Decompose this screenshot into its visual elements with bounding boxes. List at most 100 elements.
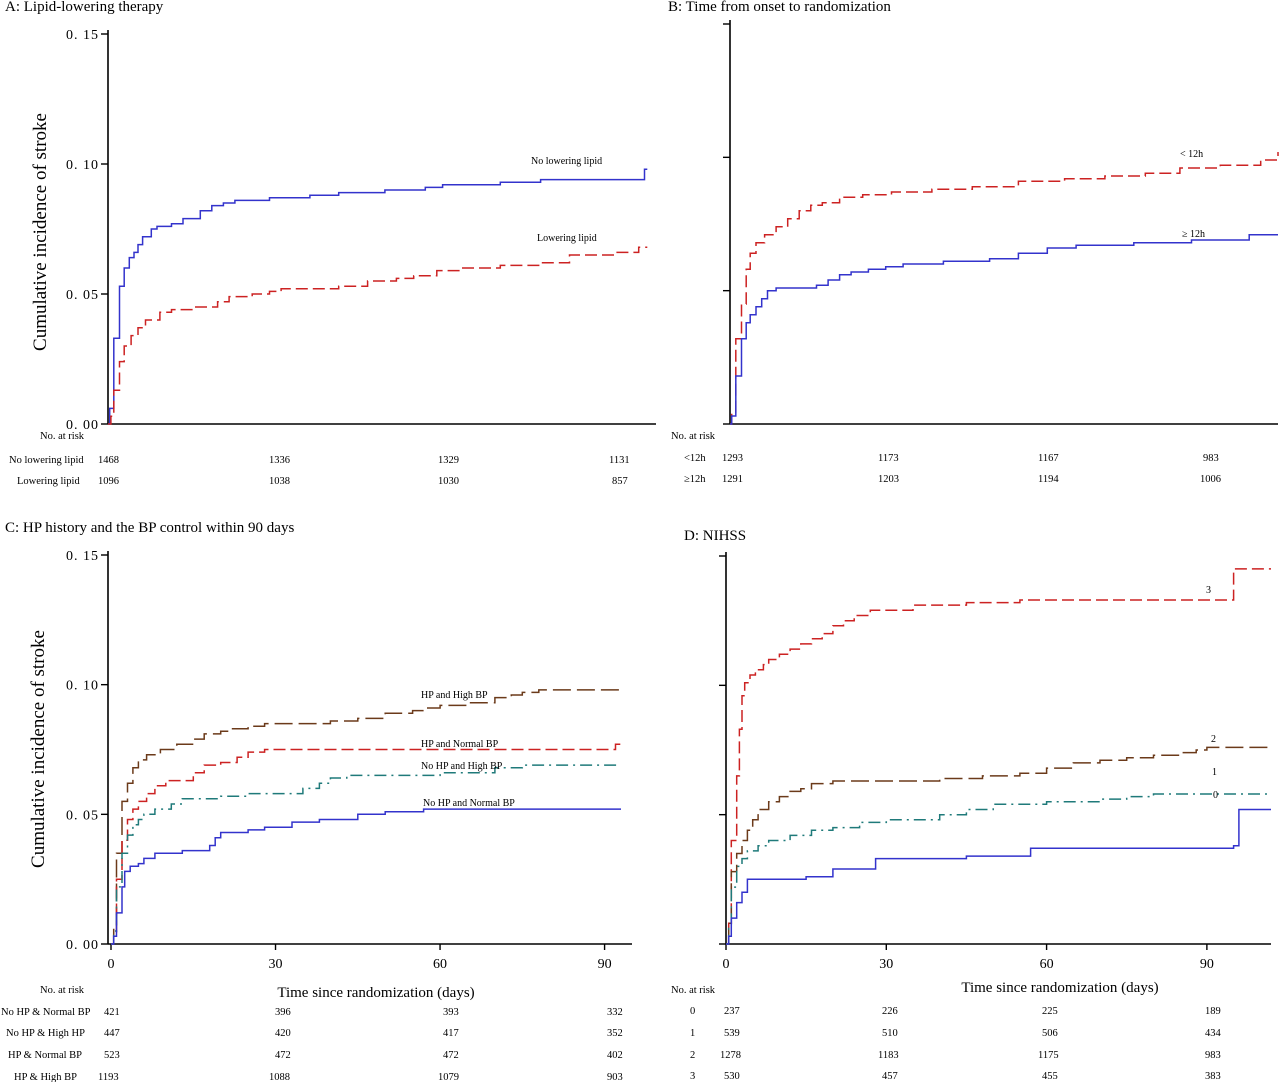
panel-d-risk-value: 225 [1042, 1006, 1058, 1017]
panel-b-risk-value: 1203 [878, 474, 899, 485]
panel-d-curves [726, 568, 1271, 945]
panel-c-x-tick-label: 60 [433, 957, 447, 972]
panel-b: B: Time from onset to randomization < 12… [668, 0, 1279, 485]
panel-c-x-tick-label: 0 [108, 957, 115, 972]
panel-b-risk-value: 1167 [1038, 453, 1059, 464]
panel-a-y-tick-label: 0. 15 [66, 28, 99, 43]
panel-c-curve-3 [111, 808, 621, 945]
panel-c-risk-label: No HP & High HP [6, 1028, 85, 1039]
panel-a-y-tick-label: 0. 00 [66, 418, 99, 433]
panel-c-risk-label: HP & Normal BP [8, 1050, 82, 1061]
panel-d-series-label-0: 0 [1213, 790, 1218, 801]
panel-b-risk-value: 1293 [722, 453, 743, 464]
panel-c-curve-0 [111, 689, 621, 945]
panel-d-risk-value: 457 [882, 1071, 898, 1082]
panel-d-curve-0 [726, 568, 1271, 945]
panel-c-risk-value: 1193 [98, 1072, 119, 1082]
panel-d-series-label-3: 3 [1206, 585, 1211, 596]
panel-d-series-label-1: 1 [1212, 767, 1217, 778]
panel-c-risk-value: 417 [443, 1028, 459, 1039]
panel-b-curve-0 [730, 152, 1279, 425]
panel-c-risk-value: 393 [443, 1007, 459, 1018]
panel-c-y-tick-label: 0. 00 [66, 938, 99, 953]
panel-d-series-label-2: 2 [1211, 734, 1216, 745]
panel-d-risk-value: 1278 [720, 1050, 741, 1061]
panel-c-risk-value: 332 [607, 1007, 623, 1018]
panel-b-risk-value: 1194 [1038, 474, 1059, 485]
panel-c-x-tick-label: 90 [598, 957, 612, 972]
panel-a-axes: 0. 00 0. 05 0. 10 0. 15 [66, 28, 656, 433]
panel-d-curve-3 [726, 808, 1271, 945]
panel-d-risk-label: 2 [690, 1050, 695, 1061]
panel-d-x-tick-label: 60 [1040, 957, 1054, 972]
panel-d-x-tick-label: 30 [879, 957, 893, 972]
panel-b-curves [730, 152, 1279, 425]
panel-c-risk-value: 352 [607, 1028, 623, 1039]
panel-c-risk-value: 421 [104, 1007, 120, 1018]
panel-c-risk-value: 472 [275, 1050, 291, 1061]
panel-d-x-axis-title: Time since randomization (days) [961, 980, 1158, 996]
panel-a-series-label-lowering-lipid: Lowering lipid [537, 233, 597, 244]
panel-c-risk-value: 402 [607, 1050, 623, 1061]
panel-b-series-label-over-12h: ≥ 12h [1182, 229, 1205, 240]
panel-c-axes: 0. 00 0. 05 0. 10 0. 15 0 30 60 90 [66, 549, 632, 972]
panel-c-risk-label: No HP & Normal BP [1, 1007, 91, 1018]
panel-c-y-axis-title: Cumulative incidence of stroke [28, 630, 49, 868]
panel-a-curves [108, 168, 648, 425]
panel-d-x-tick-label: 0 [723, 957, 730, 972]
panel-b-curve-1 [730, 233, 1278, 425]
panel-d-risk-value: 189 [1205, 1006, 1221, 1017]
panel-a-risk-value: 1329 [438, 455, 459, 466]
panel-a-y-tick-label: 0. 05 [66, 288, 99, 303]
panel-d-risk-value: 1183 [878, 1050, 899, 1061]
panel-d-risk-value: 983 [1205, 1050, 1221, 1061]
panel-d-risk-value: 434 [1205, 1028, 1222, 1039]
panel-d-risk-value: 237 [724, 1006, 740, 1017]
panel-b-risk-label: ≥12h [684, 474, 706, 485]
panel-b-risk-header: No. at risk [671, 431, 716, 442]
panel-d-risk-value: 506 [1042, 1028, 1058, 1039]
panel-c-risk-value: 447 [104, 1028, 120, 1039]
panel-c-risk-value: 396 [275, 1007, 291, 1018]
panel-c-curve-2 [111, 764, 621, 945]
panel-d-risk-value: 510 [882, 1028, 898, 1039]
panel-a-risk-value: 1336 [269, 455, 290, 466]
panel-c-x-tick-label: 30 [269, 957, 283, 972]
panel-a-risk-value: 1468 [98, 455, 119, 466]
panel-d-risk-label: 3 [690, 1071, 695, 1082]
panel-c-risk-label: HP & High BP [14, 1072, 77, 1082]
panel-d-risk-value: 226 [882, 1006, 898, 1017]
panel-c-curve-1 [111, 743, 621, 945]
panel-d-risk-header: No. at risk [671, 985, 716, 996]
panel-c-series-label-hp-normal-bp: HP and Normal BP [421, 739, 499, 750]
panel-c-x-axis-title: Time since randomization (days) [277, 985, 474, 1001]
panel-c-y-tick-label: 0. 15 [66, 549, 99, 564]
panel-d-x-tick-label: 90 [1200, 957, 1214, 972]
panel-d-risk-value: 1175 [1038, 1050, 1059, 1061]
panel-b-risk-label: <12h [684, 453, 706, 464]
panel-c-risk-value: 523 [104, 1050, 120, 1061]
panel-c-curves [111, 689, 621, 945]
panel-d-axes: 0 30 60 90 [719, 552, 1271, 972]
panel-a-series-label-no-lowering-lipid: No lowering lipid [531, 156, 602, 167]
panel-d-risk-value: 530 [724, 1071, 740, 1082]
panel-b-series-label-under-12h: < 12h [1180, 149, 1203, 160]
panel-a-y-axis-title: Cumulative incidence of stroke [30, 113, 51, 351]
panel-a-risk-value: 1096 [98, 476, 119, 487]
panel-c-y-tick-label: 0. 05 [66, 808, 99, 823]
panel-c-y-tick-label: 0. 10 [66, 679, 99, 694]
panel-d-risk-value: 383 [1205, 1071, 1221, 1082]
panel-c-risk-value: 420 [275, 1028, 291, 1039]
panel-c: C: HP history and the BP control within … [1, 520, 632, 1082]
panel-c-risk-value: 472 [443, 1050, 459, 1061]
panel-d-title: D: NIHSS [684, 528, 746, 544]
panel-b-risk-value: 983 [1203, 453, 1219, 464]
panel-a-risk-value: 1030 [438, 476, 459, 487]
panel-b-title: B: Time from onset to randomization [668, 0, 891, 15]
panel-c-title: C: HP history and the BP control within … [5, 520, 294, 536]
panel-b-risk-value: 1173 [878, 453, 899, 464]
panel-b-axes [723, 20, 1278, 425]
panel-c-series-label-hp-high-bp: HP and High BP [421, 690, 488, 701]
panel-c-risk-value: 1079 [438, 1072, 459, 1082]
